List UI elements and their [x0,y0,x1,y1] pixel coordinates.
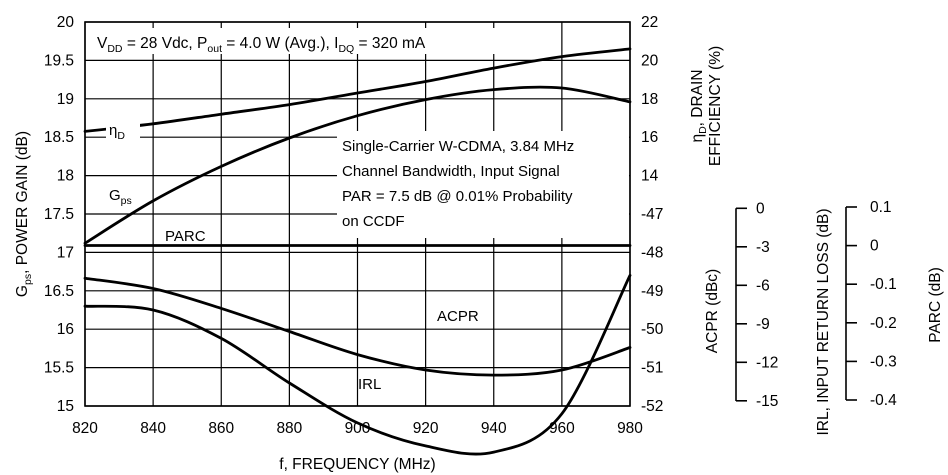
gain-axis-title-part: G [14,285,31,297]
acpr-tick-label: -47 [641,206,663,223]
y-tick-label: 17 [57,244,74,261]
y-tick-label: 17.5 [44,206,74,223]
gain-axis-title: Gps, POWER GAIN (dB) [14,131,34,297]
acpr-tick-label: -50 [641,321,664,338]
irl-curve-label: IRL [358,376,381,393]
irl-axis-title: IRL, INPUT RETURN LOSS (dB) [815,208,832,435]
plot-frame [84,21,631,407]
efficiency-tick-label: 18 [641,91,658,108]
parc-tick-label: -0.2 [870,315,897,332]
efficiency-axis-title-2: EFFICIENCY (%) [707,46,724,166]
parc-tick-label: 0.1 [870,199,892,216]
irl-tick-label: 0 [756,200,765,217]
efficiency-label-bg [106,118,140,142]
chart-title-part: = 320 mA [354,35,426,52]
gain-axis-title-part: , POWER GAIN (dB) [14,131,31,274]
irl-tick-label: -6 [756,277,770,294]
irl-tick-label: -9 [756,316,770,333]
x-tick-label: 920 [413,420,439,437]
x-tick-label: 980 [617,420,643,437]
annotation-line: Channel Bandwidth, Input Signal [342,163,560,180]
chart-title-part: DQ [338,43,354,55]
acpr-tick-label: -48 [641,244,663,261]
y-tick-label: 19.5 [44,52,74,69]
chart-title-part: = 4.0 W (Avg.), I [222,35,338,52]
efficiency-axis-title-1: ηD, DRAIN [689,69,709,142]
parc-curve-label: PARC [165,228,206,245]
x-axis-title: f, FREQUENCY (MHz) [279,456,435,473]
gain-axis-title-part: ps [22,274,34,285]
chart-texts: 20 19.5 19 18.5 18 17.5 17 16.5 16 15.5 15 820 840 86… [14,14,944,473]
acpr-tick-label: -52 [641,398,663,415]
efficiency-curve-label-part: D [117,130,125,142]
irl-tick-label: -15 [756,393,778,410]
acpr-tick-label: -49 [641,283,663,300]
x-tick-label: 820 [72,420,98,437]
efficiency-axis-title-1-part: η [689,134,706,143]
gain-curve-label-part: G [109,187,121,204]
efficiency-tick-label: 16 [641,129,658,146]
y-tick-label: 16 [57,321,74,338]
efficiency-tick-label: 22 [641,14,658,31]
chart-title-part: DD [107,43,123,55]
x-tick-label: 880 [276,420,302,437]
efficiency-curve-label-part: η [109,122,117,139]
efficiency-tick-label: 14 [641,168,659,185]
irl-curve [83,276,632,377]
acpr-curve [83,274,632,456]
parc-tick-label: 0 [870,238,879,255]
chart-title-part: = 28 Vdc, P [123,35,208,52]
chart-title: VDD = 28 Vdc, Pout = 4.0 W (Avg.), IDQ =… [97,35,426,55]
title-bg [88,28,540,54]
extra-axes [735,206,857,402]
efficiency-axis-title-1-part: , DRAIN [689,69,706,126]
chart-title-part: out [207,43,222,55]
x-tick-label: 940 [481,420,507,437]
x-tick-label: 900 [345,420,371,437]
x-tick-label: 840 [140,420,166,437]
gain-curve-label: Gps [109,187,132,207]
efficiency-tick-label: 20 [641,52,659,69]
parc-tick-label: -0.4 [870,392,897,409]
y-tick-label: 20 [57,14,75,31]
parc-axis-title: PARC (dB) [927,267,944,343]
acpr-curve-label: ACPR [437,308,479,325]
chart-title-part: V [97,35,108,52]
acpr-axis-title: ACPR (dBc) [704,269,721,353]
y-tick-label: 19 [57,91,74,108]
irl-tick-label: -12 [756,354,778,371]
annotation-line: on CCDF [342,213,405,230]
y-tick-label: 18 [57,168,74,185]
parc-tick-label: -0.1 [870,276,897,293]
y-tick-label: 18.5 [44,129,74,146]
y-tick-label: 15.5 [44,360,74,377]
gain-curve [83,85,632,245]
efficiency-axis-title-1-part: D [697,126,709,134]
y-tick-label: 16.5 [44,283,74,300]
annotation-line: PAR = 7.5 dB @ 0.01% Probability [342,188,573,205]
irl-tick-label: -3 [756,239,770,256]
efficiency-curve-label: ηD [109,122,125,142]
parc-tick-label: -0.3 [870,353,897,370]
y-tick-label: 15 [57,398,74,415]
curves [83,47,632,456]
annotation-bg [337,131,629,238]
efficiency-curve [83,47,632,133]
x-tick-label: 960 [549,420,575,437]
acpr-tick-label: -51 [641,360,663,377]
gain-curve-label-part: ps [121,195,132,207]
annotation-line: Single-Carrier W-CDMA, 3.84 MHz [342,138,574,155]
x-tick-label: 860 [208,420,234,437]
